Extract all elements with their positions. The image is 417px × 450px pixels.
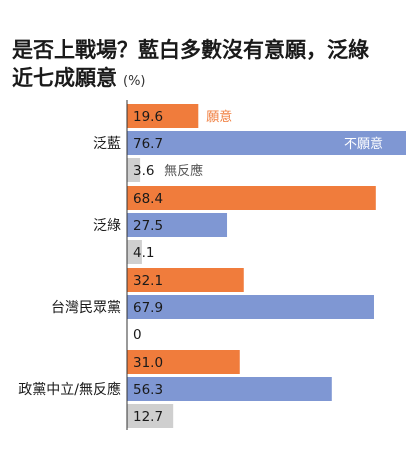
chart-title-line-2-text: 近七成願意 [12, 66, 117, 90]
data-label-2-1: 68.4 [133, 191, 163, 207]
chart-title-line-2: 近七成願意 (%) [12, 64, 369, 96]
data-label-2-3: 4.1 [133, 245, 154, 261]
bar-1-1 [127, 104, 199, 128]
bar-2-1 [127, 186, 376, 210]
data-label-1-2: 76.7 [133, 136, 163, 152]
category-label-2: 泛綠 [93, 218, 121, 234]
bar-2-2 [127, 213, 228, 237]
data-label-4-2: 56.3 [133, 382, 163, 398]
data-label-1-3: 3.6 [133, 163, 154, 179]
series-label-unwilling: 不願意 [344, 136, 383, 152]
data-label-4-1: 31.0 [133, 355, 163, 371]
bar-1-2 [127, 131, 406, 155]
chart-title-line-1: 是否上戰場？藍白多數沒有意願，泛綠 [12, 38, 369, 62]
data-label-4-3: 12.7 [133, 409, 163, 425]
bar-3-2 [127, 295, 374, 319]
bar-2-3 [127, 240, 142, 264]
category-label-4: 政黨中立/無反應 [18, 381, 121, 398]
category-label-3: 台灣民眾黨 [51, 300, 121, 316]
bar-4-1 [127, 350, 240, 374]
data-label-3-2: 67.9 [133, 300, 163, 316]
series-label-no-response: 無反應 [164, 163, 203, 179]
bar-1-3 [127, 158, 141, 182]
data-label-2-2: 27.5 [133, 218, 163, 234]
data-label-3-3: 0 [133, 327, 142, 343]
data-label-3-1: 32.1 [133, 273, 163, 289]
data-label-1-1: 19.6 [133, 109, 163, 125]
bar-3-1 [127, 268, 244, 292]
bar-4-3 [127, 404, 174, 428]
category-label-1: 泛藍 [93, 136, 121, 152]
unit-label: (%) [123, 74, 146, 89]
chart-title: 是否上戰場？藍白多數沒有意願，泛綠 近七成願意 (%) [12, 36, 369, 96]
bar-4-2 [127, 377, 332, 401]
series-label-willing: 願意 [206, 109, 232, 125]
